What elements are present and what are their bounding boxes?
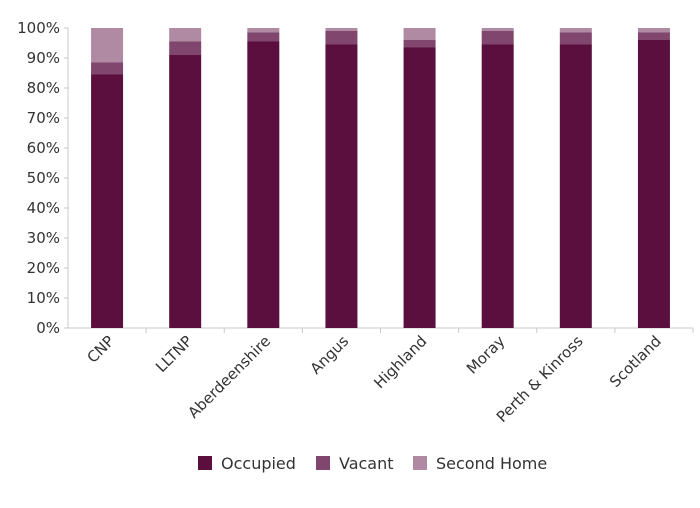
bar-segment-vacant bbox=[637, 32, 670, 40]
legend-swatch bbox=[198, 456, 212, 470]
x-category-label: Aberdeenshire bbox=[184, 332, 274, 422]
legend: Occupied Vacant Second Home bbox=[198, 454, 547, 473]
bar-segment-occupied bbox=[169, 55, 202, 328]
bar-segment-occupied bbox=[325, 44, 358, 328]
bar-segment-second-home bbox=[403, 28, 436, 40]
bar-segment-occupied bbox=[559, 44, 592, 328]
x-category-label: CNP bbox=[83, 332, 117, 366]
y-tick-label: 20% bbox=[27, 259, 60, 277]
bar-segment-occupied bbox=[481, 44, 514, 328]
bar-segment-occupied bbox=[637, 40, 670, 328]
bar-segment-occupied bbox=[247, 41, 280, 328]
bar-segment-vacant bbox=[247, 32, 280, 42]
bar-segment-second-home bbox=[91, 28, 124, 63]
x-category-label: Highland bbox=[370, 332, 430, 392]
x-category-label: Angus bbox=[307, 332, 353, 378]
bar-segment-second-home bbox=[481, 28, 514, 31]
bar-segment-occupied bbox=[403, 47, 436, 328]
bars-group bbox=[91, 28, 670, 328]
y-tick-label: 90% bbox=[27, 49, 60, 67]
legend-label: Second Home bbox=[436, 454, 547, 473]
bar-segment-vacant bbox=[325, 31, 358, 45]
bar-segment-vacant bbox=[169, 41, 202, 55]
bar-segment-vacant bbox=[403, 40, 436, 48]
bar-segment-occupied bbox=[91, 74, 124, 328]
y-tick-label: 80% bbox=[27, 79, 60, 97]
y-tick-label: 40% bbox=[27, 199, 60, 217]
y-tick-label: 70% bbox=[27, 109, 60, 127]
y-tick-label: 30% bbox=[27, 229, 60, 247]
y-tick-label: 0% bbox=[36, 319, 60, 337]
bar-segment-vacant bbox=[481, 31, 514, 45]
y-tick-label: 60% bbox=[27, 139, 60, 157]
bar-segment-vacant bbox=[559, 32, 592, 45]
bar-segment-second-home bbox=[559, 28, 592, 33]
bar-segment-second-home bbox=[169, 28, 202, 42]
x-category-label: Scotland bbox=[606, 332, 665, 391]
y-tick-label: 100% bbox=[17, 19, 60, 37]
bar-segment-second-home bbox=[325, 28, 358, 31]
x-category-label: LLTNP bbox=[152, 332, 196, 376]
bar-segment-second-home bbox=[247, 28, 280, 33]
y-tick-label: 50% bbox=[27, 169, 60, 187]
legend-swatch bbox=[413, 456, 427, 470]
y-axis: 0% 10% 20% 30% 40% 50% 60% 70% 80% 90% 100% bbox=[17, 19, 69, 337]
legend-label: Vacant bbox=[339, 454, 394, 473]
legend-label: Occupied bbox=[221, 454, 296, 473]
x-category-label: Moray bbox=[463, 332, 509, 378]
y-tick-label: 10% bbox=[27, 289, 60, 307]
bar-segment-vacant bbox=[91, 62, 124, 75]
legend-swatch bbox=[316, 456, 330, 470]
bar-segment-second-home bbox=[637, 28, 670, 33]
